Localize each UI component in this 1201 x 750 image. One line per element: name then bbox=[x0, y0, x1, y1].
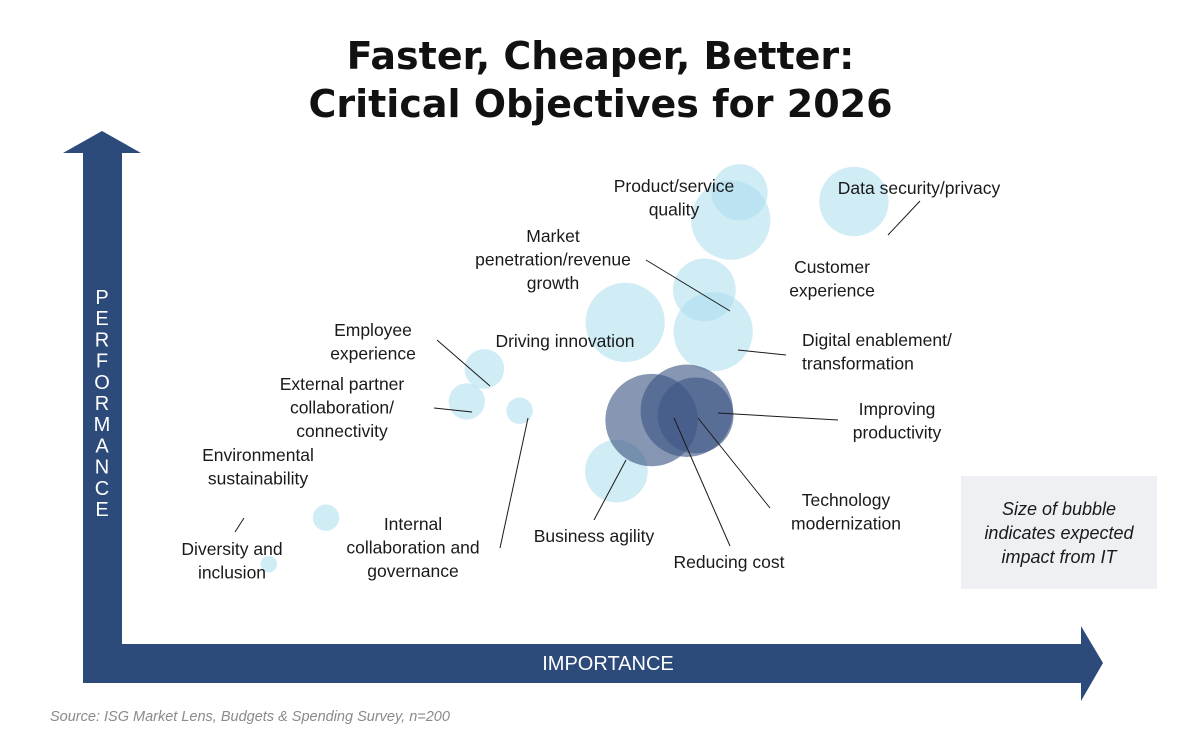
leader-line-digital-enablement-transformation bbox=[737, 349, 787, 356]
y-axis-letter: C bbox=[95, 478, 109, 500]
bubble-digital-enablement-transformation bbox=[673, 292, 753, 372]
bubble-data-security-privacy bbox=[819, 166, 889, 237]
leader-line-internal-collaboration-and-governance bbox=[499, 417, 529, 549]
bubble-label-diversity-and-inclusion: Diversity and inclusion bbox=[181, 539, 282, 583]
bubble-driving-innovation bbox=[585, 282, 665, 362]
bubble-product-service-quality bbox=[711, 164, 768, 221]
leader-line-technology-modernization bbox=[697, 417, 771, 509]
bubble-label-driving-innovation: Driving innovation bbox=[495, 331, 634, 351]
chart-title-line-2: Critical Objectives for 2026 bbox=[308, 82, 893, 126]
leader-line-employee-experience bbox=[436, 339, 491, 387]
bubble-label-data-security-privacy: Data security/privacy bbox=[838, 178, 1001, 198]
x-axis-label: IMPORTANCE bbox=[542, 653, 674, 675]
bubble-internal-collaboration-and-governance bbox=[506, 397, 533, 424]
y-axis-letter: N bbox=[95, 457, 109, 479]
chart-title: Faster, Cheaper, Better: Critical Object… bbox=[0, 32, 1201, 128]
leader-lines-group bbox=[234, 200, 921, 549]
leader-line-improving-productivity bbox=[717, 412, 839, 421]
y-axis-letter: E bbox=[95, 308, 108, 330]
bubble-label-market-penetration-revenue-growth: Market penetration/revenue growth bbox=[475, 226, 631, 293]
x-axis-arrow bbox=[83, 626, 1103, 701]
bubble-label-customer-experience: Customer experience bbox=[789, 257, 875, 301]
bubble-label-environmental-sustainability: Environmental sustainability bbox=[202, 445, 314, 489]
leader-line-market-penetration-revenue-growth bbox=[645, 259, 731, 312]
bubble-label-internal-collaboration-and-governance: Internal collaboration and governance bbox=[346, 514, 479, 581]
y-axis-letter: R bbox=[95, 393, 109, 415]
bubble-environmental-sustainability bbox=[312, 504, 340, 531]
bubble-label-external-partner-collaboration-connectivity: External partner collaboration/connectivi… bbox=[280, 374, 405, 441]
source-note: Source: ISG Market Lens, Budgets & Spend… bbox=[50, 709, 450, 725]
bubble-size-note: Size of bubble indicates expected impact… bbox=[961, 476, 1157, 589]
leader-line-external-partner-collaboration-connectivity bbox=[433, 407, 473, 413]
bubble-label-reducing-cost: Reducing cost bbox=[674, 552, 785, 572]
chart-title-line-1: Faster, Cheaper, Better: bbox=[346, 34, 855, 78]
bubble-diversity-and-inclusion bbox=[260, 555, 278, 573]
y-axis-arrow bbox=[63, 131, 141, 683]
bubble-label-improving-productivity: Improving productivity bbox=[853, 399, 942, 443]
y-axis-letter: F bbox=[96, 351, 108, 373]
bubble-label-employee-experience: Employee experience bbox=[330, 320, 416, 364]
y-axis-letter: A bbox=[95, 435, 109, 457]
bubble-label-digital-enablement-transformation: Digital enablement/transformation bbox=[802, 330, 952, 374]
y-axis-letter: P bbox=[95, 287, 108, 309]
bubble-labels-group: Diversity and inclusion Environmental susta… bbox=[181, 176, 1000, 583]
y-axis-letter: R bbox=[95, 329, 109, 351]
y-axis-letter: E bbox=[95, 499, 108, 521]
leader-line-data-security-privacy bbox=[887, 200, 921, 236]
bubble-size-note-text: Size of bubble indicates expected impact… bbox=[984, 498, 1134, 567]
y-axis-letter: O bbox=[94, 372, 110, 394]
y-axis-letter: M bbox=[94, 414, 111, 436]
bubble-employee-experience bbox=[464, 349, 505, 389]
bubble-external-partner-collaboration-connectivity bbox=[448, 383, 485, 420]
leader-line-diversity-and-inclusion bbox=[234, 517, 245, 533]
bubble-label-technology-modernization: Technology modernization bbox=[791, 490, 901, 534]
bubble-label-business-agility: Business agility bbox=[534, 526, 655, 546]
leader-line-reducing-cost bbox=[673, 417, 731, 547]
bubble-technology-modernization bbox=[657, 377, 734, 454]
leader-line-business-agility bbox=[593, 459, 627, 521]
bubble-label-product-service-quality: Product/service quality bbox=[614, 176, 735, 220]
